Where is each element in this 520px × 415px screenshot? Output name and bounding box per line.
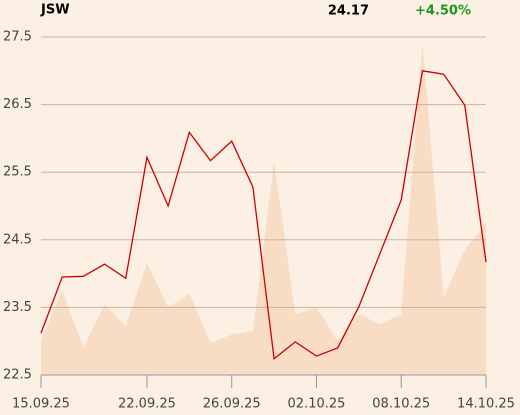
x-tick-label: 02.10.25 bbox=[288, 397, 346, 412]
y-tick-label: 23.5 bbox=[3, 300, 32, 315]
price-change: +4.50% bbox=[415, 4, 471, 19]
y-tick-label: 25.5 bbox=[3, 165, 32, 180]
x-tick-label: 08.10.25 bbox=[372, 397, 430, 412]
price-line bbox=[40, 70, 487, 361]
volume-area bbox=[41, 43, 486, 375]
y-tick-label: 22.5 bbox=[3, 368, 32, 383]
x-tick-label: 26.09.25 bbox=[203, 397, 261, 412]
x-tick-label: 22.09.25 bbox=[118, 397, 176, 412]
x-tick-label: 14.10.25 bbox=[457, 397, 515, 412]
y-tick-label: 26.5 bbox=[3, 97, 32, 112]
y-tick-label: 27.5 bbox=[3, 30, 32, 45]
x-tick-label: 15.09.25 bbox=[12, 397, 70, 412]
last-price: 24.17 bbox=[328, 4, 369, 19]
stock-name: JSW bbox=[40, 3, 70, 18]
y-tick-label: 24.5 bbox=[3, 232, 32, 247]
